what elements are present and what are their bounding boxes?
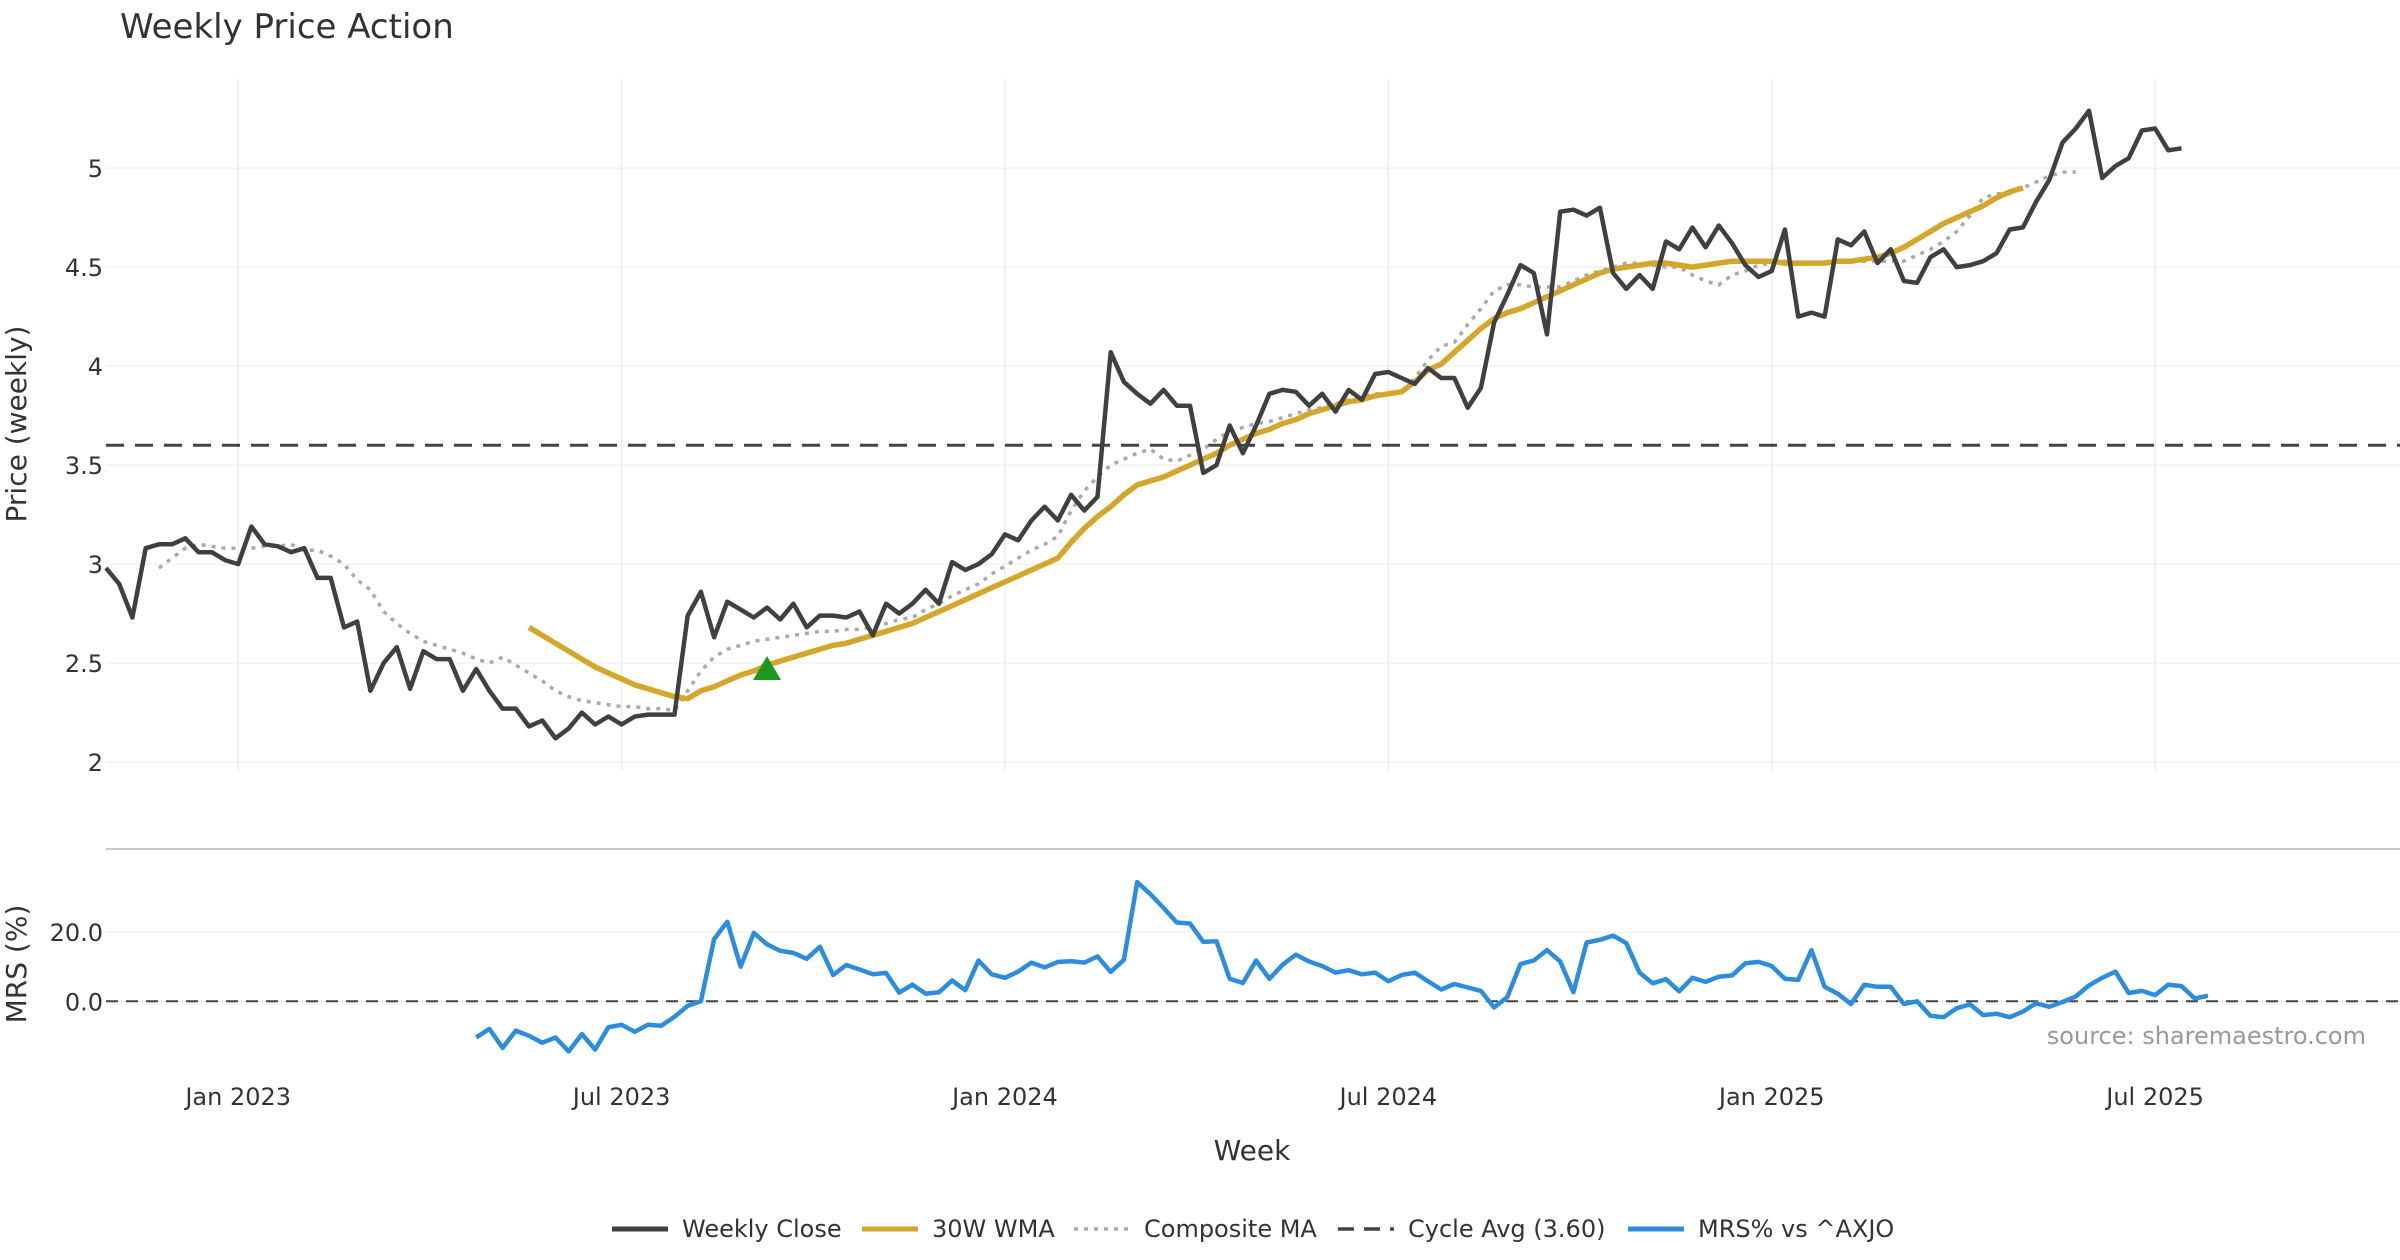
x-tick-label: Jul 2025 (2104, 1083, 2204, 1111)
x-tick-label: Jul 2024 (1338, 1083, 1438, 1111)
x-tick-label: Jan 2025 (1717, 1083, 1825, 1111)
mrs-panel: 0.0 20.0 MRS (%) source: sharemaestro.com (0, 879, 2400, 1054)
legend-label: Composite MA (1144, 1215, 1317, 1243)
legend: Weekly Close 30W WMA Composite MA Cycle Avg… (612, 1215, 1894, 1243)
weekly-close-line (104, 108, 2182, 741)
x-axis-label: Week (1214, 1134, 1291, 1167)
legend-label: Cycle Avg (3.60) (1408, 1215, 1605, 1243)
price-y-tick-label: 4.5 (65, 254, 103, 282)
legend-label: MRS% vs ^AXJO (1698, 1215, 1894, 1243)
mrs-y-tick-label: 0.0 (65, 988, 103, 1016)
mrs-line (474, 879, 2209, 1054)
price-y-ticks: 2 2.5 3 3.5 4 4.5 5 (65, 155, 103, 777)
x-tick-label: Jul 2023 (571, 1083, 671, 1111)
mrs-y-tick-label: 20.0 (50, 919, 103, 947)
buy-signal-marker (753, 656, 781, 681)
price-panel: 2 2.5 3 3.5 4 4.5 5 Price (weekly) (0, 79, 2400, 777)
price-gridlines (106, 79, 2400, 770)
mrs-y-axis-label: MRS (%) (0, 905, 33, 1024)
wma-30w-line (527, 185, 2024, 702)
source-label: source: sharemaestro.com (2047, 1022, 2366, 1050)
price-y-tick-label: 2.5 (65, 650, 103, 678)
price-y-tick-label: 3 (88, 551, 103, 579)
price-y-axis-label: Price (weekly) (0, 326, 33, 523)
legend-label: Weekly Close (682, 1215, 842, 1243)
composite-ma-line (157, 170, 2076, 713)
x-tick-label: Jan 2024 (950, 1083, 1058, 1111)
price-y-tick-label: 2 (88, 749, 103, 777)
mrs-y-ticks: 0.0 20.0 (50, 919, 103, 1016)
price-y-tick-label: 3.5 (65, 452, 103, 480)
chart-title: Weekly Price Action (120, 7, 454, 47)
legend-label: 30W WMA (932, 1215, 1055, 1243)
price-y-tick-label: 4 (88, 353, 103, 381)
price-y-tick-label: 5 (88, 155, 103, 183)
x-tick-label: Jan 2023 (183, 1083, 291, 1111)
x-axis-ticks: Jan 2023 Jul 2023 Jan 2024 Jul 2024 Jan 2025… (183, 1083, 2204, 1111)
